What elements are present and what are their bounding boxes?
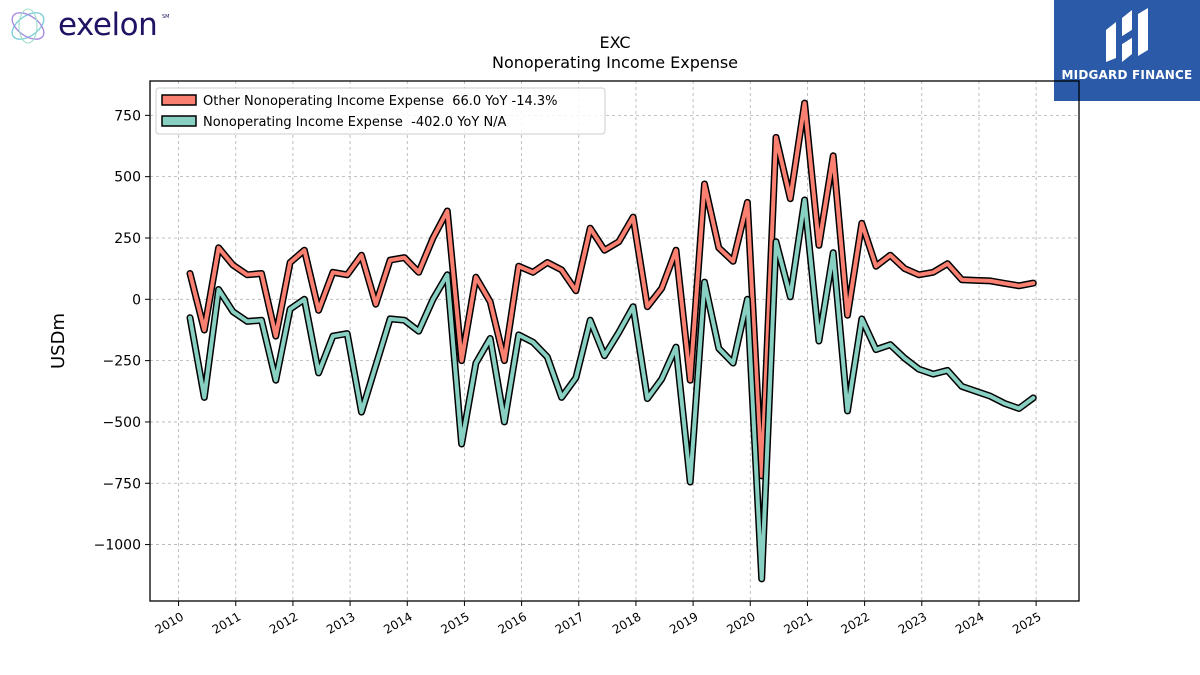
x-tick-label-12: 2022 (839, 609, 872, 636)
legend-swatch-nonoperating (161, 115, 197, 127)
series-outline-0 (186, 99, 1037, 480)
y-tick-label-3: 0 (132, 292, 141, 308)
chart-title: EXC (599, 33, 630, 52)
y-tick-label-1: 500 (114, 170, 141, 186)
x-tick-label-1: 2011 (210, 609, 243, 636)
midgard-logo-text: MIDGARD FINANCE (1061, 68, 1193, 82)
x-tick-label-7: 2017 (553, 609, 586, 636)
legend-box (155, 87, 606, 135)
legend-label-nonoperating: Nonoperating Income Expense -402.0 YoY N… (203, 115, 507, 130)
y-tick-label-4: −250 (103, 354, 141, 370)
x-tick-label-15: 2025 (1010, 609, 1043, 636)
y-tick-label-7: −1000 (94, 538, 141, 554)
y-axis: 750 500 250 0 −250 −500 −750 −1000 (94, 108, 150, 554)
x-tick-label-0: 2010 (153, 609, 186, 636)
x-tick-label-3: 2013 (324, 609, 357, 636)
x-tick-label-11: 2021 (781, 609, 814, 636)
series-lines (186, 99, 1037, 583)
y-axis-label: USDm (48, 313, 69, 369)
midgard-logo: MIDGARD FINANCE (1054, 0, 1200, 101)
x-tick-label-9: 2019 (667, 609, 700, 636)
y-tick-label-2: 250 (114, 231, 141, 247)
exelon-logo-text: exelon (58, 7, 158, 43)
series-outline-1 (186, 196, 1037, 583)
y-tick-label-6: −750 (103, 476, 141, 492)
x-tick-label-8: 2018 (610, 609, 643, 636)
y-tick-label-5: −500 (103, 415, 141, 431)
x-axis: 2010 2011 2012 2013 2014 2015 2016 2017 2018 2019… (153, 601, 1044, 637)
x-tick-label-2: 2012 (267, 609, 300, 636)
midgard-m-icon (1106, 8, 1148, 62)
exelon-swirl-icon (11, 8, 45, 44)
x-tick-label-5: 2015 (438, 609, 471, 636)
plot-frame (149, 80, 1080, 602)
exelon-logo: exelon SM (6, 4, 176, 48)
legend-swatch-other-nonoperating (161, 94, 197, 106)
x-tick-label-13: 2023 (896, 609, 929, 636)
exelon-logo-mark: SM (162, 14, 170, 20)
y-tick-label-0: 750 (114, 108, 141, 124)
series-line-0 (188, 101, 1036, 478)
x-tick-label-6: 2016 (496, 609, 529, 636)
legend-label-other-nonoperating: Other Nonoperating Income Expense 66.0 Y… (203, 94, 558, 109)
legend: Other Nonoperating Income Expense 66.0 Y… (155, 87, 606, 135)
series-line-1 (188, 198, 1036, 581)
x-tick-label-10: 2020 (724, 609, 757, 636)
x-tick-label-4: 2014 (381, 609, 414, 636)
chart-subtitle: Nonoperating Income Expense (492, 53, 738, 72)
x-tick-label-14: 2024 (953, 609, 986, 636)
